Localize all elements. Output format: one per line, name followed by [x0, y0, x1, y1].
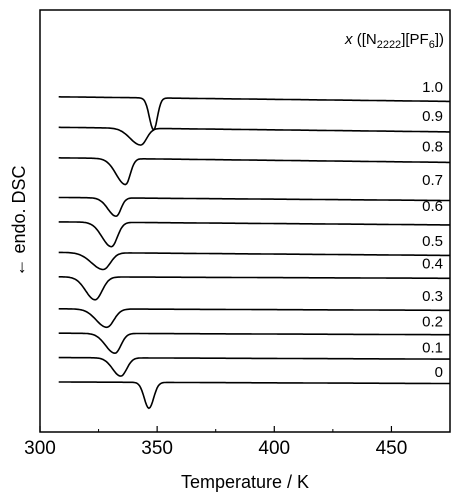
legend-title-mid: ][PF [401, 31, 429, 48]
trace-label-0.7: 0.7 [422, 172, 443, 189]
dsc-traces [58, 96, 450, 410]
trace-0.5 [58, 251, 450, 271]
trace-label-1.0: 1.0 [422, 79, 443, 96]
legend-title-prefix: x [344, 31, 353, 48]
y-axis-title: ← endo. DSC [9, 165, 29, 276]
trace-0 [58, 381, 450, 410]
trace-0.4 [58, 276, 450, 301]
x-tick-label-300: 300 [24, 438, 56, 459]
x-tick-label-450: 450 [376, 438, 408, 459]
legend-title-close: ]) [435, 31, 444, 48]
x-axis-tick-labels: 300 350 400 450 [24, 438, 407, 459]
trace-label-0.6: 0.6 [422, 198, 443, 215]
trace-0.9 [58, 126, 450, 146]
trace-label-0.9: 0.9 [422, 108, 443, 125]
legend-title: x ([N2222][PF6]) [344, 31, 444, 51]
x-tick-label-350: 350 [141, 438, 173, 459]
trace-0.8 [58, 157, 450, 186]
trace-labels: 1.0 0.9 0.8 0.7 0.6 0.5 0.4 0.3 0.2 0.1 0 [422, 79, 443, 381]
trace-0.2 [58, 332, 450, 355]
trace-label-0.4: 0.4 [422, 256, 443, 273]
trace-0.3 [58, 308, 450, 329]
x-axis-title: Temperature / K [181, 472, 309, 492]
x-axis-ticks [39, 426, 393, 432]
trace-label-0.3: 0.3 [422, 288, 443, 305]
trace-1.0 [58, 96, 450, 132]
trace-0.1 [58, 356, 450, 377]
trace-label-0: 0 [435, 364, 443, 381]
trace-label-0.2: 0.2 [422, 314, 443, 331]
plot-frame [39, 9, 451, 433]
trace-0.7 [58, 196, 450, 218]
legend-title-open: ([N [353, 31, 377, 48]
x-tick-label-400: 400 [258, 438, 290, 459]
trace-label-0.1: 0.1 [422, 340, 443, 357]
trace-label-0.5: 0.5 [422, 233, 443, 250]
trace-label-0.8: 0.8 [422, 138, 443, 155]
legend-title-sub1: 2222 [377, 39, 401, 51]
trace-0.6 [58, 221, 450, 248]
legend-title-sub2: 6 [429, 39, 435, 51]
